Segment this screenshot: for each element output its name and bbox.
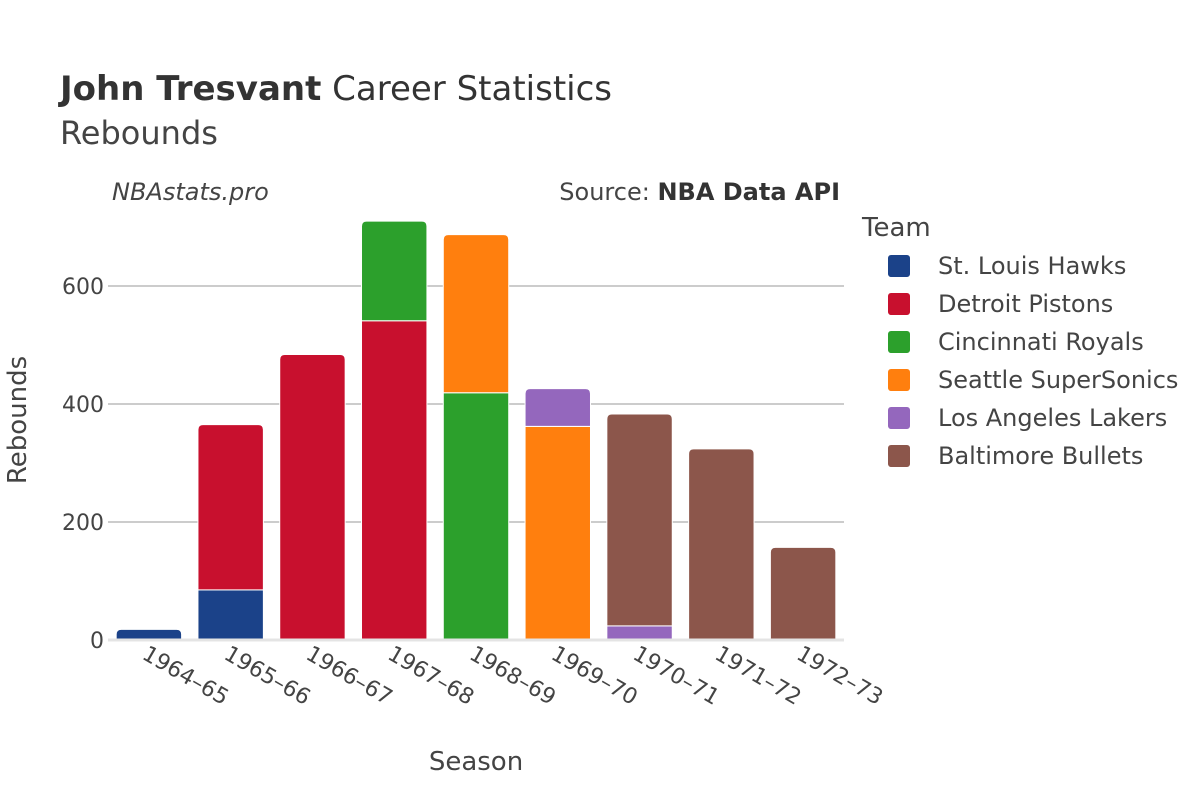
bar-seattle-supersonics-1968–69[interactable] bbox=[442, 234, 510, 394]
bar-los-angeles-lakers-1970–71[interactable] bbox=[606, 625, 673, 641]
y-tick-label: 0 bbox=[90, 629, 104, 654]
legend-swatch bbox=[888, 255, 910, 277]
bar-st-louis-hawks-1964–65[interactable] bbox=[115, 628, 183, 641]
chart-title-player: John Tresvant bbox=[58, 69, 321, 109]
x-axis-ticks: 1964–651965–661966–671967–681968–691969–… bbox=[138, 642, 887, 711]
bar-detroit-pistons-1966–67[interactable] bbox=[279, 353, 346, 641]
legend-item-label[interactable]: Cincinnati Royals bbox=[938, 328, 1144, 356]
legend-swatch bbox=[888, 407, 910, 429]
brand-label: NBAstats.pro bbox=[112, 178, 269, 206]
x-tick-label: 1971–72 bbox=[710, 642, 805, 711]
bar-baltimore-bullets-1971–72[interactable] bbox=[688, 448, 755, 641]
chart-title: John Tresvant Career Statistics bbox=[58, 69, 612, 109]
bar-cincinnati-royals-1967–68[interactable] bbox=[361, 220, 428, 322]
bar-st-louis-hawks-1965–66[interactable] bbox=[197, 589, 264, 641]
legend-swatch bbox=[888, 369, 910, 391]
legend-title: Team bbox=[861, 213, 931, 243]
legend-swatch bbox=[888, 293, 910, 315]
x-axis-label: Season bbox=[429, 747, 523, 777]
bar-detroit-pistons-1967–68[interactable] bbox=[361, 320, 428, 641]
x-tick-label: 1972–73 bbox=[792, 642, 887, 711]
bars bbox=[115, 220, 837, 641]
legend-item-label[interactable]: Detroit Pistons bbox=[938, 290, 1113, 318]
legend-item-label[interactable]: Seattle SuperSonics bbox=[938, 366, 1178, 394]
y-tick-label: 200 bbox=[62, 511, 104, 536]
x-tick-label: 1966–67 bbox=[301, 642, 396, 711]
source-label: Source: NBA Data API bbox=[559, 178, 840, 206]
bar-seattle-supersonics-1969–70[interactable] bbox=[524, 425, 591, 641]
legend-item-label[interactable]: Los Angeles Lakers bbox=[938, 404, 1167, 432]
x-tick-label: 1965–66 bbox=[220, 642, 315, 711]
bar-cincinnati-royals-1968–69[interactable] bbox=[442, 392, 510, 641]
legend-swatch bbox=[888, 445, 910, 467]
y-axis-ticks: 0 200 400 600 bbox=[62, 275, 104, 654]
bar-los-angeles-lakers-1969–70[interactable] bbox=[524, 388, 591, 427]
x-tick-label: 1964–65 bbox=[138, 642, 233, 711]
legend-item-label[interactable]: Baltimore Bullets bbox=[938, 442, 1143, 470]
x-tick-label: 1967–68 bbox=[383, 642, 478, 711]
source-prefix: Source: bbox=[559, 178, 657, 206]
x-tick-label: 1968–69 bbox=[465, 642, 560, 711]
source-value: NBA Data API bbox=[657, 178, 840, 206]
x-tick-label: 1969–70 bbox=[547, 642, 642, 711]
y-tick-label: 600 bbox=[62, 275, 104, 300]
x-tick-label: 1970–71 bbox=[629, 642, 724, 711]
bar-detroit-pistons-1965–66[interactable] bbox=[197, 424, 264, 591]
legend-swatch bbox=[888, 331, 910, 353]
bar-baltimore-bullets-1972–73[interactable] bbox=[769, 546, 837, 641]
y-axis-label: Rebounds bbox=[3, 356, 33, 484]
y-tick-label: 400 bbox=[62, 393, 104, 418]
bar-baltimore-bullets-1970–71[interactable] bbox=[606, 413, 673, 627]
legend-item-label[interactable]: St. Louis Hawks bbox=[938, 252, 1126, 280]
chart-title-rest: Career Statistics bbox=[321, 69, 612, 109]
legend: St. Louis Hawks Detroit Pistons Cincinnati… bbox=[888, 252, 1178, 470]
chart-subtitle: Rebounds bbox=[60, 114, 218, 152]
